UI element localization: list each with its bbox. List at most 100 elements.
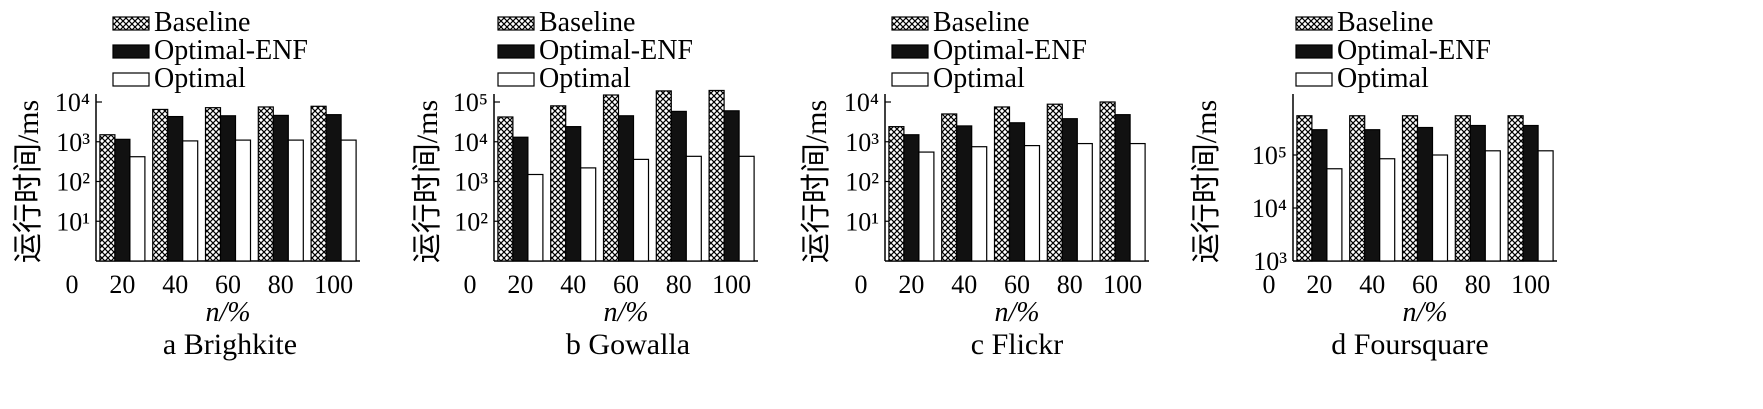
y-tick-label: 10⁴ — [844, 88, 879, 117]
bar-baseline — [1507, 115, 1524, 262]
legend-label: Baseline — [154, 7, 250, 38]
legend-label: Baseline — [933, 7, 1029, 38]
y-tick-label: 10³ — [56, 128, 90, 157]
chart-panel-4: 10³ 10⁴ 10⁵ 20 40 60 80 100 0 n/% 运行时间/ms d Foursqu… — [1190, 7, 1557, 361]
y-tick-label: 10² — [454, 207, 488, 236]
y-tick-label: 10⁴ — [55, 88, 90, 117]
legend-label: Optimal — [154, 63, 246, 94]
legend-label: Optimal-ENF — [154, 35, 308, 66]
y-tick-label: 10³ — [454, 168, 488, 197]
legend-label: Optimal — [1337, 63, 1429, 94]
x-axis-label: n/% — [1402, 297, 1447, 328]
bar-optimal — [129, 156, 146, 262]
legend-swatch — [112, 44, 150, 59]
legend-swatch — [891, 72, 929, 87]
x-tick-label: 100 — [1103, 270, 1142, 299]
legend-swatch — [112, 16, 150, 31]
bar-optimal — [1379, 158, 1396, 262]
bar-baseline — [993, 106, 1011, 262]
x-tick-label: 100 — [1511, 270, 1550, 299]
y-tick-label: 10³ — [1253, 247, 1287, 276]
bar-baseline — [655, 90, 672, 262]
chart-caption: b Gowalla — [566, 328, 690, 361]
bar-optimal — [971, 146, 988, 262]
bar-optimal — [738, 155, 755, 262]
chart-panel-3: 10¹ 10² 10³ 10⁴ 20 40 60 80 100 0 n/% 运行时间/ms c Flic… — [800, 7, 1149, 361]
bar-optimal-enf — [1416, 126, 1434, 262]
x-origin-label: 0 — [66, 270, 79, 299]
bar-optimal-enf — [956, 125, 973, 262]
bar-baseline — [497, 116, 514, 262]
x-tick-label: 60 — [1412, 270, 1438, 299]
bar-optimal — [340, 139, 357, 262]
bar-optimal — [685, 155, 702, 262]
x-tick-label: 100 — [712, 270, 751, 299]
x-axis-label: n/% — [994, 297, 1039, 328]
bar-optimal-enf — [1522, 124, 1539, 262]
x-origin-label: 0 — [855, 270, 868, 299]
bar-baseline — [602, 94, 620, 262]
bar-optimal-enf — [1469, 124, 1486, 262]
bar-optimal — [234, 139, 252, 262]
x-tick-label: 80 — [1465, 270, 1491, 299]
bar-optimal-enf — [617, 115, 635, 262]
bar-optimal — [527, 173, 544, 262]
chart-caption: d Foursquare — [1331, 328, 1488, 361]
y-tick-label: 10⁴ — [453, 128, 488, 157]
x-tick-label: 40 — [951, 270, 977, 299]
bar-optimal-enf — [723, 110, 740, 262]
legend-label: Baseline — [1337, 7, 1433, 38]
bar-baseline — [1349, 115, 1366, 262]
legend-label: Optimal — [539, 63, 631, 94]
x-tick-label: 80 — [1057, 270, 1083, 299]
bar-optimal — [1023, 145, 1041, 262]
legend-swatch — [1295, 72, 1333, 87]
legend-label: Optimal-ENF — [933, 35, 1087, 66]
legend-swatch — [497, 16, 535, 31]
legend-swatch — [1295, 44, 1333, 59]
bar-optimal-enf — [565, 126, 582, 262]
bar-baseline — [1401, 115, 1419, 262]
y-tick-label: 10¹ — [845, 207, 879, 236]
bar-baseline — [1454, 115, 1471, 262]
x-tick-label: 40 — [162, 270, 188, 299]
y-axis-label: 运行时间/ms — [1190, 100, 1223, 263]
x-tick-label: 80 — [268, 270, 294, 299]
bar-baseline — [1296, 115, 1313, 262]
y-tick-label: 10⁵ — [453, 88, 488, 117]
bar-baseline — [310, 105, 327, 262]
y-axis-label: 运行时间/ms — [411, 100, 444, 263]
chart-panel-1: 10¹ 10² 10³ 10⁴ 20 40 60 80 100 0 n/% 运行时间/ms a Brig… — [12, 7, 360, 361]
x-tick-label: 100 — [314, 270, 353, 299]
x-tick-label: 20 — [898, 270, 924, 299]
y-tick-label: 10⁴ — [1252, 194, 1287, 223]
chart-caption: c Flickr — [971, 328, 1063, 361]
x-axis-label: n/% — [603, 297, 648, 328]
bar-optimal-enf — [1061, 118, 1078, 262]
x-tick-label: 20 — [507, 270, 533, 299]
legend-swatch — [891, 44, 929, 59]
legend-label: Baseline — [539, 7, 635, 38]
bar-optimal — [1076, 142, 1093, 262]
legend-label: Optimal — [933, 63, 1025, 94]
x-tick-label: 60 — [215, 270, 241, 299]
x-tick-label: 20 — [109, 270, 135, 299]
bar-optimal — [1326, 168, 1343, 262]
bar-optimal — [632, 158, 650, 262]
bar-baseline — [257, 106, 274, 262]
bar-baseline — [550, 105, 567, 262]
bar-optimal — [287, 139, 304, 262]
bar-baseline — [204, 107, 222, 262]
bar-optimal-enf — [1114, 114, 1131, 262]
bar-optimal — [1537, 150, 1554, 262]
bar-optimal — [182, 140, 199, 262]
bar-baseline — [152, 108, 169, 262]
y-axis-label: 运行时间/ms — [12, 100, 45, 263]
bar-optimal-enf — [272, 114, 289, 262]
bar-optimal — [1431, 154, 1449, 262]
legend-swatch — [1295, 16, 1333, 31]
